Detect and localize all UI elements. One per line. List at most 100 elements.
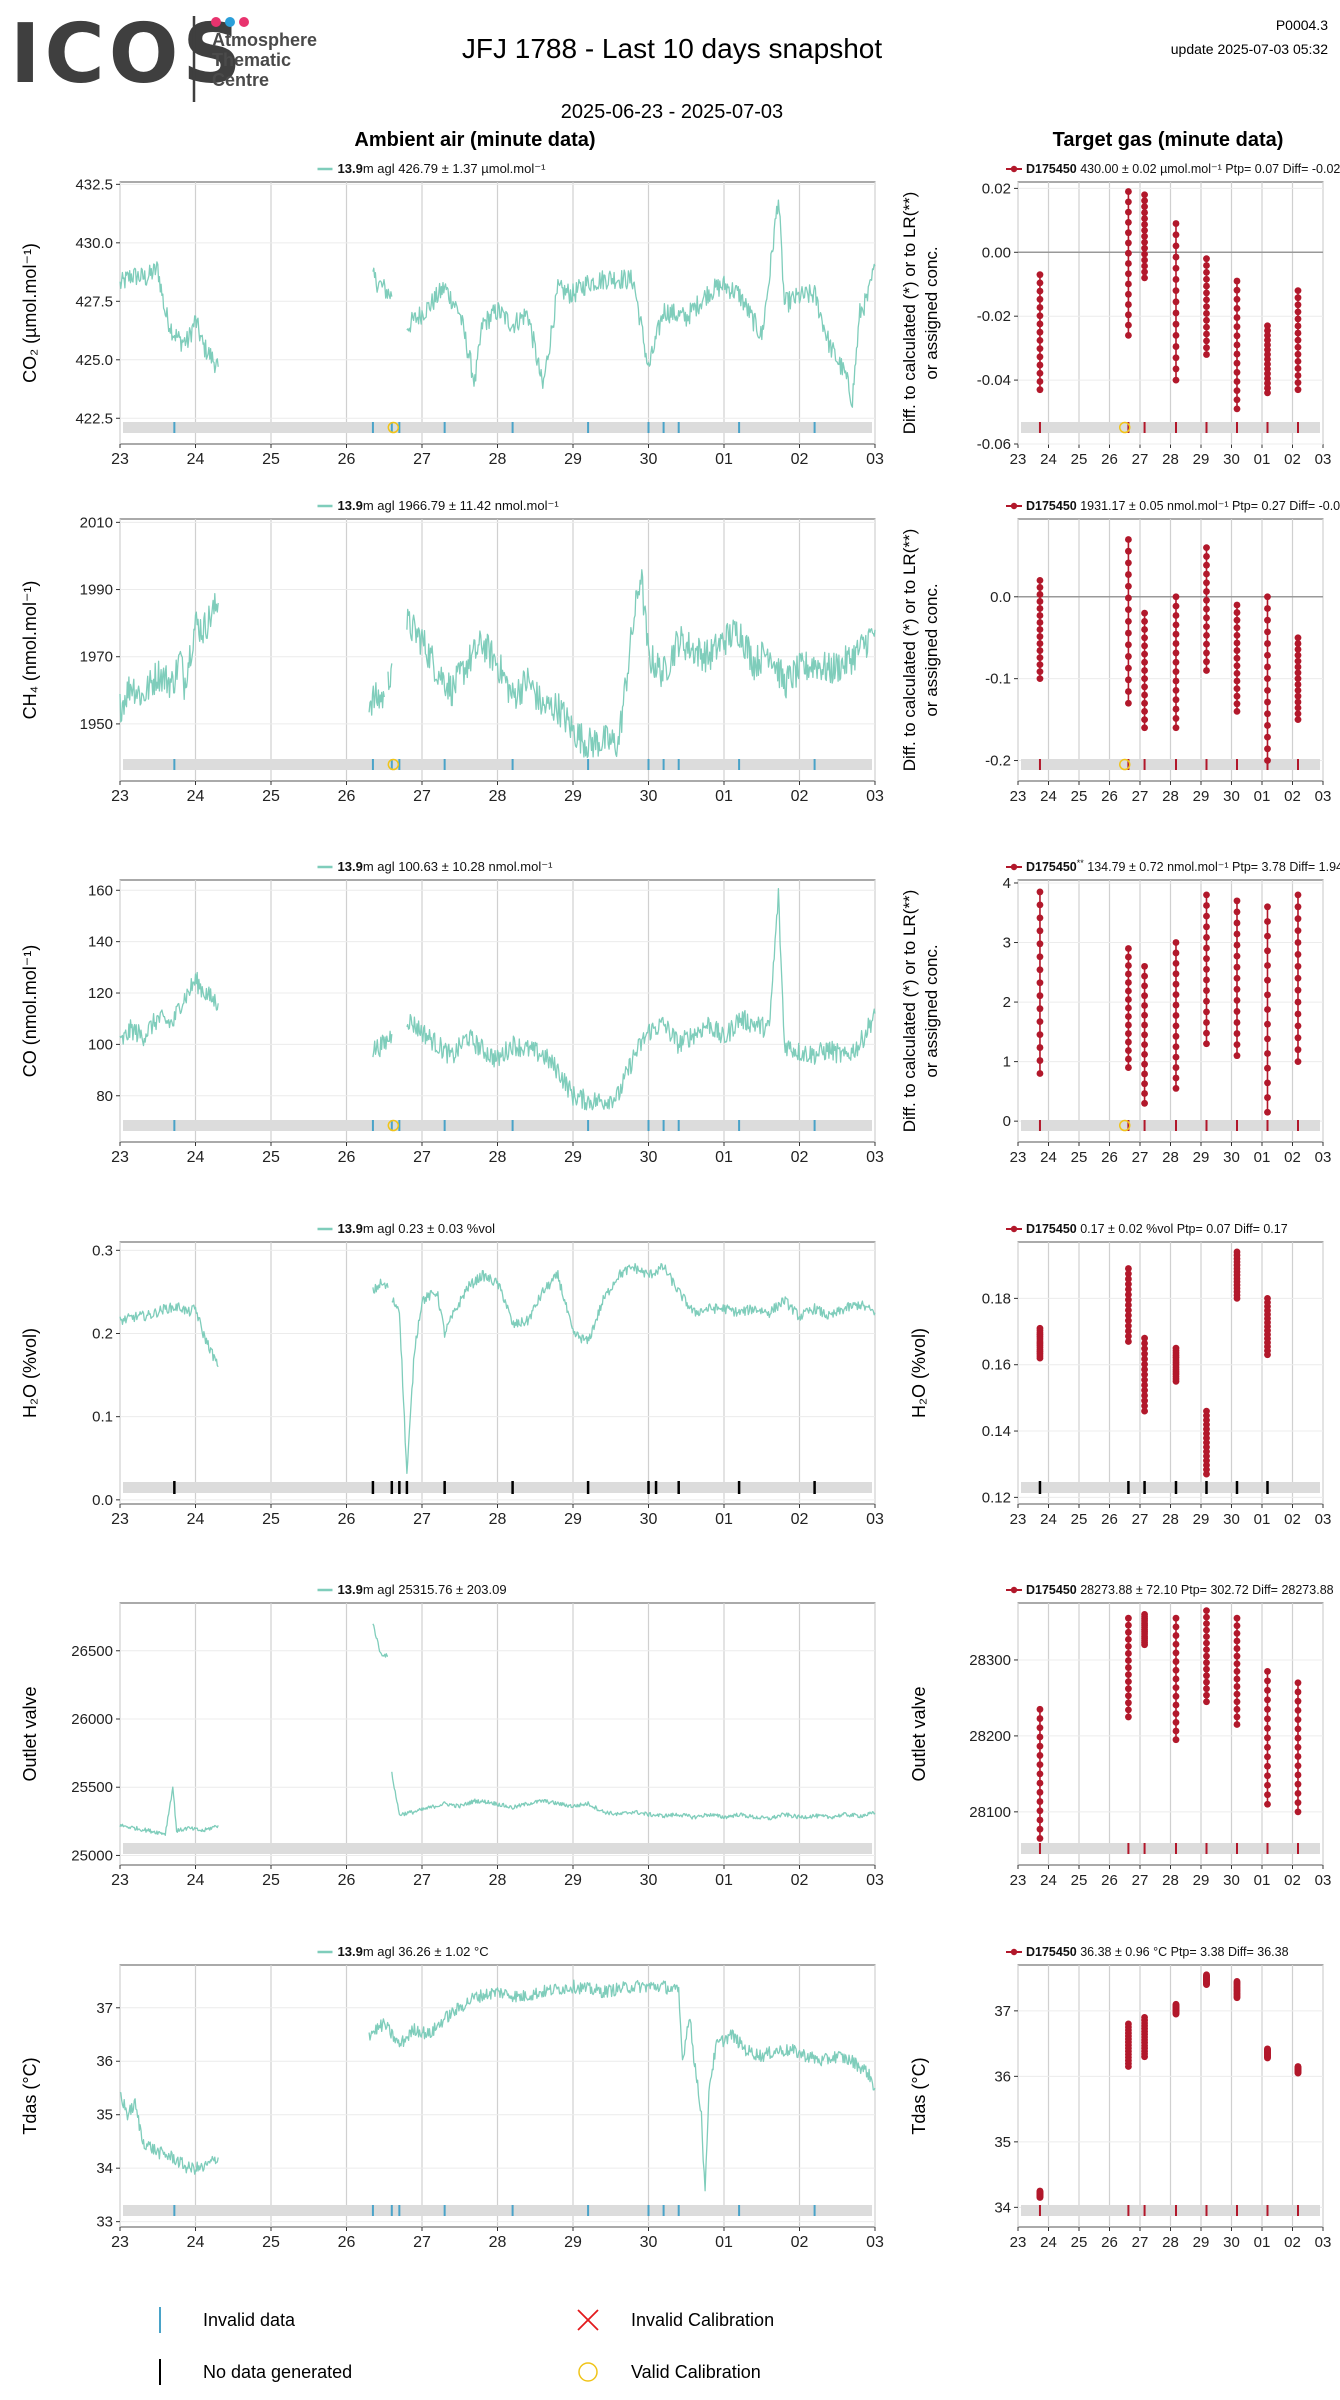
legend-stats: m agl 36.26 ± 1.02 °C — [363, 1944, 489, 1959]
target-data-point — [1141, 191, 1148, 199]
target-data-point — [1125, 1317, 1132, 1325]
target-data-point — [1264, 351, 1271, 358]
x-tick-label: 25 — [1071, 1872, 1088, 1889]
target-data-point — [1203, 1620, 1210, 1628]
target-data-point — [1125, 1635, 1132, 1643]
target-data-point — [1141, 1339, 1148, 1347]
y-tick-label: 36 — [994, 2068, 1011, 2085]
x-tick-label: 29 — [564, 788, 582, 805]
target-data-point — [1264, 1781, 1271, 1789]
target-data-point — [1036, 940, 1044, 948]
y-axis-label: Outlet valve — [909, 1686, 929, 1781]
target-data-point — [1233, 387, 1241, 394]
target-data-point — [1172, 264, 1180, 272]
target-data-point — [1036, 668, 1044, 676]
target-data-point — [1203, 891, 1210, 899]
legend-stats: 430.00 ± 0.02 µmol.mol⁻¹ Ptp= 0.07 Diff=… — [1077, 162, 1340, 176]
valid-calibration-marker — [387, 421, 400, 434]
target-data-point — [1172, 1692, 1180, 1700]
target-data-point — [1141, 1060, 1148, 1068]
target-data-point — [1141, 642, 1148, 650]
target-data-point — [1172, 1718, 1180, 1726]
target-data-point — [1172, 658, 1180, 666]
x-tick-label: 23 — [111, 1511, 129, 1528]
target-data-point — [1141, 1376, 1148, 1384]
target-data-point — [1141, 1345, 1148, 1353]
y-tick-label: 80 — [96, 1088, 113, 1105]
target-data-point — [1036, 612, 1044, 619]
target-data-point — [1233, 1645, 1241, 1652]
target-data-point — [1203, 289, 1210, 297]
x-tick-label: 25 — [1071, 1511, 1088, 1528]
y-tick-label: 3 — [1003, 935, 1011, 952]
y-tick-label: 0.02 — [982, 180, 1011, 197]
y-axis-label: CH₄ (nmol.mol⁻¹) — [20, 581, 40, 720]
target-data-point — [1172, 630, 1180, 638]
target-data-point — [1294, 716, 1302, 723]
target-data-point — [1264, 327, 1271, 334]
target-data-point — [1125, 198, 1132, 206]
target-data-point — [1036, 1825, 1044, 1833]
y-tick-label: 0.3 — [92, 1242, 113, 1259]
target-data-point — [1203, 1672, 1210, 1680]
target-data-point — [1294, 2063, 1302, 2070]
target-column-title: Target gas (minute data) — [1053, 129, 1284, 151]
chart-grid: 23 24 25 26 27 28 29 30 01 02 03422.5425.0427.5430… — [20, 161, 1340, 2251]
target-data-point — [1036, 1770, 1044, 1778]
y-tick-label: 432.5 — [75, 176, 113, 193]
target-data-point — [1141, 1002, 1148, 1009]
target-data-point — [1233, 1977, 1241, 1985]
target-data-point — [1264, 355, 1271, 363]
y-axis-label: CO₂ (µmol.mol⁻¹) — [20, 243, 40, 383]
flag-band — [1021, 422, 1320, 433]
legend-height: 13.9 — [338, 161, 363, 176]
x-tick-label: 28 — [489, 1511, 507, 1528]
target-data-point — [1233, 963, 1241, 971]
tdas-ambient-chart: 23 24 25 26 27 28 29 30 01 02 03 33 34 35 36 37 Tdas (°C… — [20, 1944, 884, 2251]
target-data-point — [1125, 1004, 1132, 1012]
y-tick-label: 422.5 — [75, 410, 113, 427]
target-data-point — [1141, 197, 1148, 205]
series-line — [119, 1786, 219, 1836]
target-data-point — [1264, 379, 1271, 387]
target-data-point — [1172, 354, 1180, 362]
target-data-point — [1172, 242, 1180, 250]
target-data-point — [1264, 1079, 1271, 1087]
target-data-point — [1233, 919, 1241, 927]
target-data-point — [1264, 1800, 1271, 1808]
target-data-point — [1036, 2187, 1044, 2195]
date-range: 2025-06-23 - 2025-07-03 — [561, 101, 783, 123]
target-data-point — [1233, 396, 1241, 404]
target-data-point — [1036, 661, 1044, 669]
target-data-point — [1203, 1407, 1210, 1415]
target-data-point — [1294, 951, 1302, 958]
target-data-point — [1233, 930, 1241, 938]
target-data-point — [1036, 271, 1044, 279]
target-data-point — [1264, 331, 1271, 339]
target-data-point — [1036, 901, 1044, 909]
target-data-point — [1264, 605, 1271, 612]
target-data-point — [1203, 570, 1210, 578]
y-tick-label: 0 — [1003, 1113, 1011, 1130]
target-data-point — [1203, 1040, 1210, 1048]
legend-cylinder: D175450 — [1026, 1583, 1077, 1597]
target-data-point — [1264, 640, 1271, 647]
target-data-point — [1203, 1665, 1210, 1673]
target-data-point — [1141, 256, 1148, 264]
series-line — [406, 569, 876, 759]
target-data-point — [1172, 2000, 1180, 2008]
valid-calibration-marker — [1119, 421, 1131, 434]
flag-band — [1021, 1843, 1320, 1854]
target-data-point — [1294, 379, 1302, 387]
x-tick-label: 03 — [866, 1149, 884, 1166]
target-data-point — [1264, 757, 1271, 764]
target-data-point — [1141, 1397, 1148, 1405]
legend-label: D175450 0.17 ± 0.02 %vol Ptp= 0.07 Diff=… — [1026, 1222, 1288, 1236]
target-data-point — [1203, 902, 1210, 909]
target-data-point — [1172, 1001, 1180, 1009]
legend-label: 13.9m agl 0.23 ± 0.03 %vol — [338, 1221, 496, 1236]
target-data-point — [1233, 277, 1241, 285]
legend-label: 13.9m agl 1966.79 ± 11.42 nmol.mol⁻¹ — [338, 498, 560, 513]
x-tick-label: 23 — [111, 451, 129, 468]
target-data-point — [1036, 320, 1044, 328]
